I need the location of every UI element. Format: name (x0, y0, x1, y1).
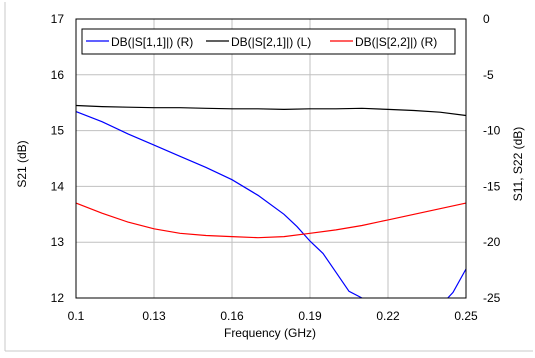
x-tick-label: 0.13 (142, 309, 166, 323)
y-axis-label-left: S21 (dB) (15, 140, 29, 187)
legend-label-s11: DB(|S[1,1]|) (R) (111, 35, 193, 49)
x-tick-label: 0.16 (220, 309, 244, 323)
y-tick-label-left: 14 (51, 179, 65, 193)
legend-box (81, 28, 456, 55)
plot-frame (75, 18, 467, 299)
y-tick-label-left: 12 (51, 291, 65, 305)
y-tick-label-right: -20 (483, 235, 501, 249)
tick-labels: 0.1 0.13 0.16 0.19 0.22 0.25 12 13 14 15 16 17 -25 -2… (51, 12, 501, 323)
series-line-0 (75, 111, 363, 299)
x-tick-label: 0.25 (454, 309, 478, 323)
legend: DB(|S[1,1]|) (R) DB(|S[2,1]|) (L) DB(|S[… (81, 28, 456, 55)
legend-label-s22: DB(|S[2,2]|) (R) (355, 35, 437, 49)
y-tick-label-left: 15 (51, 124, 65, 138)
y-axis-label-right: S11, S22 (dB) (511, 127, 525, 201)
x-tick-label: 0.22 (376, 309, 400, 323)
legend-label-s21: DB(|S[2,1]|) (L) (231, 35, 311, 49)
x-tick-label: 0.1 (68, 309, 85, 323)
series-layer (75, 104, 467, 299)
series-line-2 (75, 104, 467, 117)
y-tick-label-left: 17 (51, 12, 65, 26)
x-tick-label: 0.19 (298, 309, 322, 323)
y-tick-label-right: -5 (483, 68, 494, 82)
y-tick-label-left: 13 (51, 235, 65, 249)
y-tick-label-right: -25 (483, 291, 501, 305)
y-tick-label-right: -15 (483, 179, 501, 193)
y-tick-label-right: -10 (483, 124, 501, 138)
y-tick-label-left: 16 (51, 68, 65, 82)
y-tick-label-right: 0 (483, 12, 490, 26)
series-line-1 (447, 268, 467, 299)
series-line-3 (75, 202, 467, 239)
x-axis-label: Frequency (GHz) (224, 326, 316, 340)
grid-lines (75, 18, 467, 299)
